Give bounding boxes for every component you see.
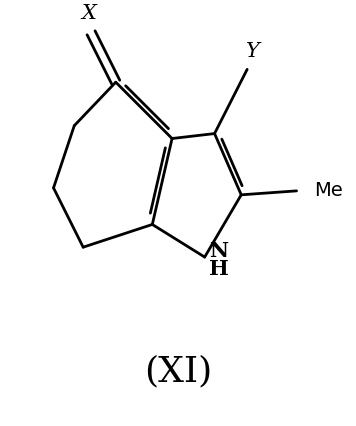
Text: Me: Me [314,181,343,200]
Text: X: X [82,4,96,23]
Text: (XI): (XI) [144,355,212,389]
Text: Y: Y [246,43,260,61]
Text: H: H [209,259,229,279]
Text: N: N [209,241,228,261]
